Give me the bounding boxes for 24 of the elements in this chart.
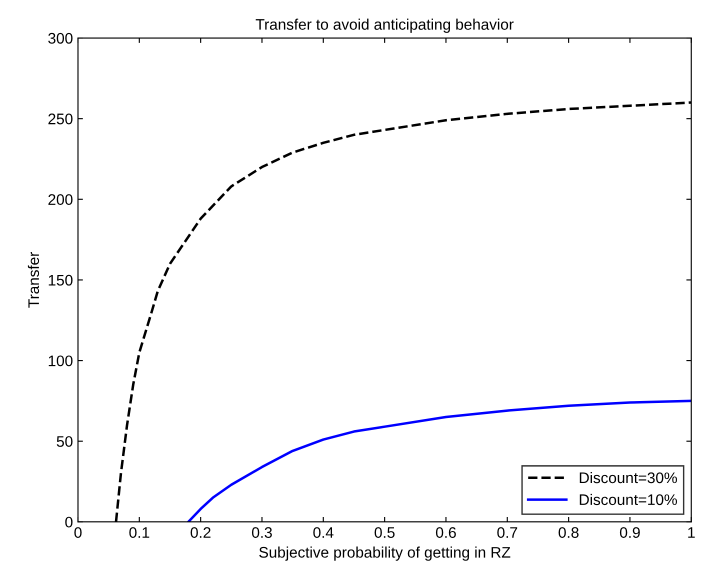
y-tick-label: 250 — [48, 114, 73, 124]
line-series — [187, 400, 692, 522]
y-tick-label: 200 — [48, 194, 73, 205]
x-tick-label: 0.1 — [129, 527, 150, 538]
x-tick-label: 0.4 — [313, 527, 334, 538]
x-tick-label: 0.5 — [374, 527, 395, 538]
y-tick-label: 300 — [48, 32, 73, 44]
x-tick-label: 0.3 — [252, 527, 272, 538]
x-tick-label: 0.8 — [558, 527, 579, 538]
y-tick-label: 50 — [56, 436, 73, 447]
x-tick-label: 0 — [74, 527, 82, 538]
x-axis-title: Subjective probability of getting in RZ — [259, 546, 510, 561]
y-tick-label: 100 — [48, 355, 73, 366]
y-axis-title: Transfer — [28, 252, 40, 308]
x-tick-label: 0.7 — [497, 527, 518, 538]
x-tick-label: 1 — [688, 527, 695, 538]
x-tick-label: 0.9 — [620, 527, 640, 538]
chart-title: Transfer to avoid anticipating behavior — [256, 18, 514, 33]
y-tick-label: 150 — [48, 274, 73, 286]
legend-label: Discount=30% — [580, 472, 677, 484]
legend-label: Discount=10% — [580, 494, 677, 506]
y-tick-label: 0 — [65, 516, 73, 528]
x-tick-label: 0.6 — [436, 527, 456, 538]
x-tick-label: 0.2 — [190, 527, 210, 538]
